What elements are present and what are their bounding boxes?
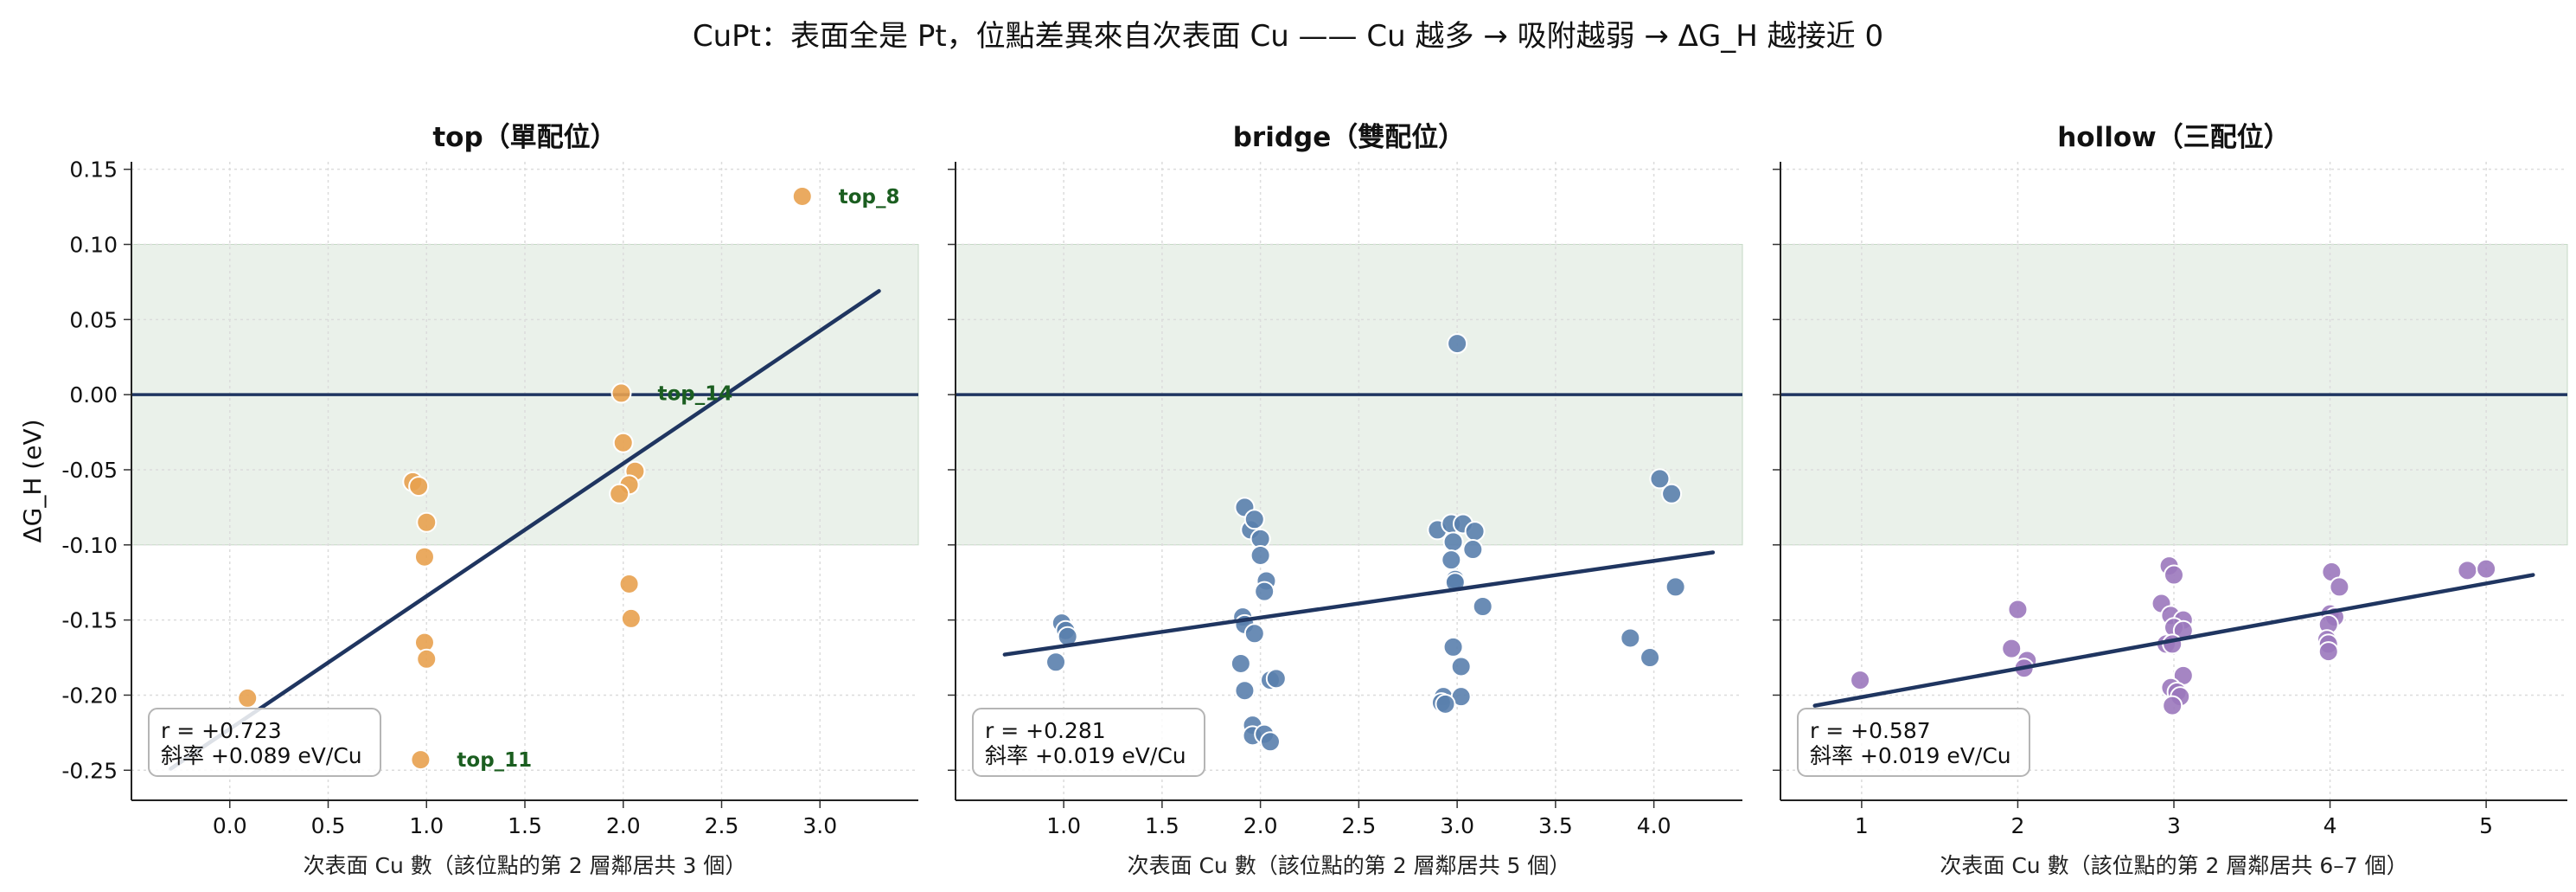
correlation-text: r = +0.723 bbox=[161, 718, 282, 743]
data-point bbox=[1250, 544, 1271, 566]
data-point bbox=[2476, 558, 2497, 580]
point-annotation: top_11 bbox=[457, 749, 532, 772]
panel-title: top（單配位） bbox=[432, 122, 617, 153]
data-point bbox=[1045, 651, 1067, 673]
data-point bbox=[1243, 623, 1265, 645]
y-tick-label: 0.10 bbox=[69, 233, 118, 258]
slope-text: 斜率 +0.089 eV/Cu bbox=[161, 743, 362, 768]
data-point bbox=[1230, 652, 1251, 674]
data-point bbox=[2457, 560, 2478, 581]
data-point bbox=[612, 432, 634, 453]
data-point bbox=[1450, 656, 1472, 677]
x-tick-label: 2.5 bbox=[705, 813, 739, 838]
x-tick-label: 1.5 bbox=[508, 813, 542, 838]
data-point bbox=[1234, 680, 1256, 702]
x-tick-label: 2.0 bbox=[606, 813, 641, 838]
y-tick-label: 0.05 bbox=[69, 307, 118, 332]
data-point bbox=[2001, 638, 2023, 659]
correlation-text: r = +0.587 bbox=[1810, 718, 1931, 743]
stats-box bbox=[972, 708, 1205, 777]
x-tick-label: 1.5 bbox=[1145, 813, 1179, 838]
data-point bbox=[416, 511, 438, 533]
y-tick-label: 0.15 bbox=[69, 157, 118, 183]
data-point bbox=[1442, 636, 1464, 658]
x-tick-label: 2.5 bbox=[1341, 813, 1376, 838]
data-point bbox=[1435, 693, 1456, 715]
y-axis-label: ΔG_H (eV) bbox=[18, 419, 47, 542]
data-point bbox=[1265, 668, 1287, 690]
regression-line bbox=[1812, 573, 2535, 708]
data-point bbox=[609, 483, 630, 504]
data-point bbox=[610, 382, 632, 404]
x-tick-label: 4 bbox=[2324, 813, 2337, 838]
point-annotation: top_14 bbox=[657, 382, 732, 405]
data-point bbox=[1243, 509, 1265, 530]
data-point bbox=[1447, 333, 1468, 355]
data-point bbox=[1462, 539, 1484, 561]
x-tick-label: 5 bbox=[2479, 813, 2493, 838]
y-tick-label: -0.05 bbox=[61, 458, 118, 483]
stats-box bbox=[148, 708, 381, 777]
data-point bbox=[791, 185, 813, 207]
regression-line bbox=[169, 289, 881, 771]
x-tick-label: 3.5 bbox=[1538, 813, 1573, 838]
data-point bbox=[2162, 695, 2183, 716]
data-point bbox=[1442, 531, 1464, 553]
x-axis-label: 次表面 Cu 數（該位點的第 2 層鄰居共 5 個） bbox=[1128, 853, 1571, 878]
data-point bbox=[2007, 599, 2029, 620]
data-point bbox=[1260, 731, 1281, 753]
data-point bbox=[1441, 549, 1462, 571]
data-point bbox=[1649, 468, 1671, 490]
data-point bbox=[1850, 670, 1871, 691]
panel-title: bridge（雙配位） bbox=[1233, 122, 1466, 153]
x-tick-label: 3.0 bbox=[1440, 813, 1474, 838]
x-tick-label: 0.0 bbox=[213, 813, 247, 838]
correlation-text: r = +0.281 bbox=[985, 718, 1106, 743]
data-point bbox=[620, 607, 642, 629]
y-tick-label: -0.15 bbox=[61, 608, 118, 633]
data-point bbox=[2329, 576, 2350, 598]
y-tick-label: 0.00 bbox=[69, 382, 118, 407]
x-tick-label: 1.0 bbox=[1046, 813, 1081, 838]
figure-title: CuPt：表面全是 Pt，位點差異來自次表面 Cu —— Cu 越多 → 吸附越… bbox=[692, 19, 1884, 54]
data-point bbox=[1472, 595, 1493, 617]
data-point bbox=[416, 648, 438, 670]
data-point bbox=[2317, 641, 2339, 663]
y-tick-label: -0.10 bbox=[61, 533, 118, 558]
y-tick-label: -0.20 bbox=[61, 683, 118, 708]
top-site-panel: 0.0 0.5 1.0 1.5 2.0 2.5 3.0 0.15 0.10 0.05 0.00 -0.… bbox=[18, 122, 919, 878]
data-point bbox=[410, 749, 431, 771]
data-point bbox=[237, 687, 259, 709]
x-axis-label: 次表面 Cu 數（該位點的第 2 層鄰居共 3 個） bbox=[304, 853, 747, 878]
x-tick-label: 1 bbox=[1855, 813, 1869, 838]
x-tick-label: 0.5 bbox=[311, 813, 346, 838]
data-point bbox=[1620, 627, 1641, 649]
stats-box bbox=[1797, 708, 2030, 777]
x-tick-label: 2.0 bbox=[1243, 813, 1278, 838]
slope-text: 斜率 +0.019 eV/Cu bbox=[985, 743, 1186, 768]
x-axis-label: 次表面 Cu 數（該位點的第 2 層鄰居共 6–7 個） bbox=[1940, 853, 2407, 878]
data-point bbox=[1464, 521, 1486, 542]
x-tick-label: 4.0 bbox=[1637, 813, 1672, 838]
y-tick-label: -0.25 bbox=[61, 758, 118, 783]
data-point bbox=[1665, 576, 1686, 598]
data-point bbox=[1640, 647, 1661, 669]
data-point bbox=[618, 573, 640, 594]
panel-title: hollow（三配位） bbox=[2057, 122, 2291, 153]
data-point bbox=[2164, 564, 2184, 586]
x-tick-label: 1.0 bbox=[409, 813, 444, 838]
data-point bbox=[1254, 581, 1275, 602]
x-tick-label: 3 bbox=[2167, 813, 2181, 838]
x-tick-label: 2 bbox=[2010, 813, 2024, 838]
x-tick-label: 3.0 bbox=[802, 813, 837, 838]
data-point bbox=[413, 546, 435, 568]
data-point bbox=[408, 476, 430, 497]
data-point bbox=[1661, 483, 1683, 504]
slope-text: 斜率 +0.019 eV/Cu bbox=[1810, 743, 2011, 768]
regression-line bbox=[1002, 550, 1716, 657]
point-annotation: top_8 bbox=[839, 186, 900, 209]
